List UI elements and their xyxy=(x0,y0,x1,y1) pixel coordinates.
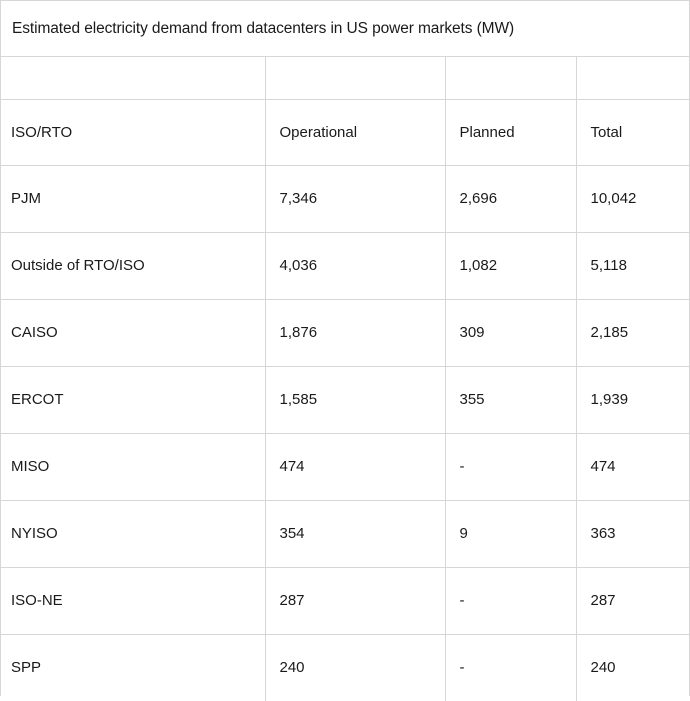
table-blank-row xyxy=(1,57,689,100)
table-row: CAISO 1,876 309 2,185 xyxy=(1,299,689,367)
cell-iso-rto: CAISO xyxy=(1,299,265,367)
cell-planned: - xyxy=(444,634,576,701)
cell-operational: 4,036 xyxy=(264,232,445,300)
cell-total: 2,185 xyxy=(575,299,689,367)
table-row: ERCOT 1,585 355 1,939 xyxy=(1,366,689,434)
cell-iso-rto: PJM xyxy=(1,165,265,233)
table-row: ISO-NE 287 - 287 xyxy=(1,567,689,635)
table-header-row: ISO/RTO Operational Planned Total xyxy=(1,99,689,166)
column-header-planned: Planned xyxy=(444,99,576,166)
table-title: Estimated electricity demand from datace… xyxy=(1,1,689,57)
table-row: MISO 474 - 474 xyxy=(1,433,689,501)
cell-planned: 1,082 xyxy=(444,232,576,300)
cell-planned: 309 xyxy=(444,299,576,367)
cell-iso-rto: SPP xyxy=(11,659,42,677)
cell-operational: 1,876 xyxy=(264,299,445,367)
cell-operational: 7,346 xyxy=(264,165,445,233)
cell-total: 5,118 xyxy=(575,232,689,300)
table-row: SPP 240 - 240 xyxy=(1,634,689,701)
cell-iso-rto: ISO-NE xyxy=(1,567,265,635)
cell-iso-rto: Outside of RTO/ISO xyxy=(1,232,265,300)
cell-total: 287 xyxy=(575,567,689,635)
cell-total: 1,939 xyxy=(575,366,689,434)
column-header-operational: Operational xyxy=(264,99,445,166)
cell-planned: 355 xyxy=(444,366,576,434)
cell-operational: 474 xyxy=(264,433,445,501)
table-row: Outside of RTO/ISO 4,036 1,082 5,118 xyxy=(1,232,689,300)
cell-total: 10,042 xyxy=(575,165,689,233)
cell-operational: 287 xyxy=(264,567,445,635)
cell-planned: 9 xyxy=(444,500,576,568)
demand-table: ISO/RTO Operational Planned Total PJM 7,… xyxy=(1,57,689,701)
cell-operational: 354 xyxy=(264,500,445,568)
blank-cell xyxy=(444,57,576,100)
cell-planned: - xyxy=(444,567,576,635)
column-header-total: Total xyxy=(575,99,689,166)
cell-total: 363 xyxy=(575,500,689,568)
cell-planned: - xyxy=(444,433,576,501)
blank-cell xyxy=(1,57,265,100)
cell-total: 474 xyxy=(575,433,689,501)
table-row: PJM 7,346 2,696 10,042 xyxy=(1,165,689,233)
cell-iso-rto: ERCOT xyxy=(1,366,265,434)
cell-iso-rto: NYISO xyxy=(1,500,265,568)
blank-cell xyxy=(264,57,445,100)
cell-planned: 2,696 xyxy=(444,165,576,233)
blank-cell xyxy=(575,57,689,100)
cell-total: 240 xyxy=(575,634,689,701)
cell-operational: 1,585 xyxy=(264,366,445,434)
column-header-iso-rto: ISO/RTO xyxy=(1,99,265,166)
table-row: NYISO 354 9 363 xyxy=(1,500,689,568)
cell-operational: 240 xyxy=(264,634,445,701)
cell-iso-rto: MISO xyxy=(1,433,265,501)
